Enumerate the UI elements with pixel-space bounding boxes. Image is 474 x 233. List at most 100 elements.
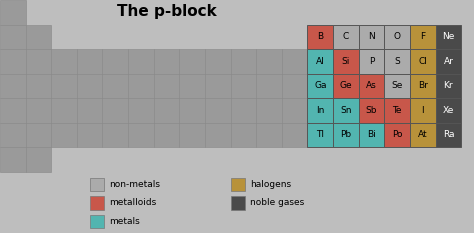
Bar <box>308 98 333 123</box>
Text: Bi: Bi <box>367 130 376 139</box>
Bar <box>436 98 461 123</box>
Bar <box>205 74 230 98</box>
Text: Si: Si <box>342 57 350 66</box>
Bar <box>90 196 104 210</box>
Bar <box>0 147 26 172</box>
Text: halogens: halogens <box>250 180 291 189</box>
Bar <box>90 215 104 228</box>
Text: metals: metals <box>109 217 140 226</box>
Text: metalloids: metalloids <box>109 199 156 207</box>
Bar <box>282 123 308 147</box>
Bar <box>51 49 77 74</box>
Bar <box>410 123 436 147</box>
Bar <box>308 24 333 49</box>
Bar <box>256 123 282 147</box>
Text: Tl: Tl <box>316 130 324 139</box>
Bar <box>26 147 51 172</box>
Bar <box>128 98 154 123</box>
Bar <box>436 123 461 147</box>
Text: Pb: Pb <box>340 130 351 139</box>
Text: Ar: Ar <box>444 57 453 66</box>
Bar <box>179 98 205 123</box>
Bar <box>333 49 359 74</box>
Text: Ge: Ge <box>339 81 352 90</box>
Bar <box>102 74 128 98</box>
Bar <box>359 24 384 49</box>
Bar <box>0 0 26 24</box>
Bar <box>384 123 410 147</box>
Text: B: B <box>317 32 323 41</box>
Bar <box>230 178 245 191</box>
Bar <box>77 74 102 98</box>
Text: Se: Se <box>392 81 403 90</box>
Bar <box>384 24 410 49</box>
Text: Kr: Kr <box>444 81 453 90</box>
Bar <box>230 74 256 98</box>
Bar <box>205 123 230 147</box>
Text: Cl: Cl <box>419 57 427 66</box>
Bar <box>384 49 410 74</box>
Bar <box>0 123 26 147</box>
Bar <box>230 49 256 74</box>
Bar <box>308 74 333 98</box>
Bar <box>0 98 26 123</box>
Bar <box>436 49 461 74</box>
Bar <box>0 24 26 49</box>
Bar <box>333 98 359 123</box>
Bar <box>154 123 179 147</box>
Bar <box>154 49 179 74</box>
Text: The p-block: The p-block <box>117 3 217 19</box>
Bar <box>51 74 77 98</box>
Bar <box>256 49 282 74</box>
Text: Br: Br <box>418 81 428 90</box>
Text: C: C <box>343 32 349 41</box>
Bar <box>384 74 410 98</box>
Bar <box>282 74 308 98</box>
Bar <box>230 196 245 210</box>
Bar <box>205 49 230 74</box>
Bar <box>282 98 308 123</box>
Bar <box>308 49 333 74</box>
Bar <box>410 74 436 98</box>
Text: Te: Te <box>392 106 402 115</box>
Bar <box>333 24 359 49</box>
Bar <box>333 123 359 147</box>
Text: At: At <box>418 130 428 139</box>
Bar <box>77 98 102 123</box>
Bar <box>410 24 436 49</box>
Bar <box>51 123 77 147</box>
Bar <box>230 98 256 123</box>
Bar <box>26 123 51 147</box>
Text: Po: Po <box>392 130 402 139</box>
Bar <box>410 98 436 123</box>
Text: I: I <box>421 106 424 115</box>
Bar <box>128 49 154 74</box>
Text: Ne: Ne <box>442 32 455 41</box>
Bar <box>230 123 256 147</box>
Bar <box>359 98 384 123</box>
Bar <box>26 49 51 74</box>
Text: F: F <box>420 32 425 41</box>
Bar <box>179 74 205 98</box>
Bar <box>0 49 26 74</box>
Bar <box>308 123 333 147</box>
Bar <box>359 74 384 98</box>
Text: P: P <box>369 57 374 66</box>
Bar <box>77 49 102 74</box>
Bar <box>410 49 436 74</box>
Text: N: N <box>368 32 375 41</box>
Text: Xe: Xe <box>443 106 454 115</box>
Bar <box>256 74 282 98</box>
Text: Sn: Sn <box>340 106 352 115</box>
Bar <box>26 98 51 123</box>
Bar <box>128 74 154 98</box>
Bar <box>26 74 51 98</box>
Bar <box>205 98 230 123</box>
Bar <box>102 98 128 123</box>
Bar <box>102 123 128 147</box>
Text: noble gases: noble gases <box>250 199 304 207</box>
Bar <box>77 123 102 147</box>
Text: S: S <box>394 57 400 66</box>
Bar <box>179 49 205 74</box>
Text: Ga: Ga <box>314 81 327 90</box>
